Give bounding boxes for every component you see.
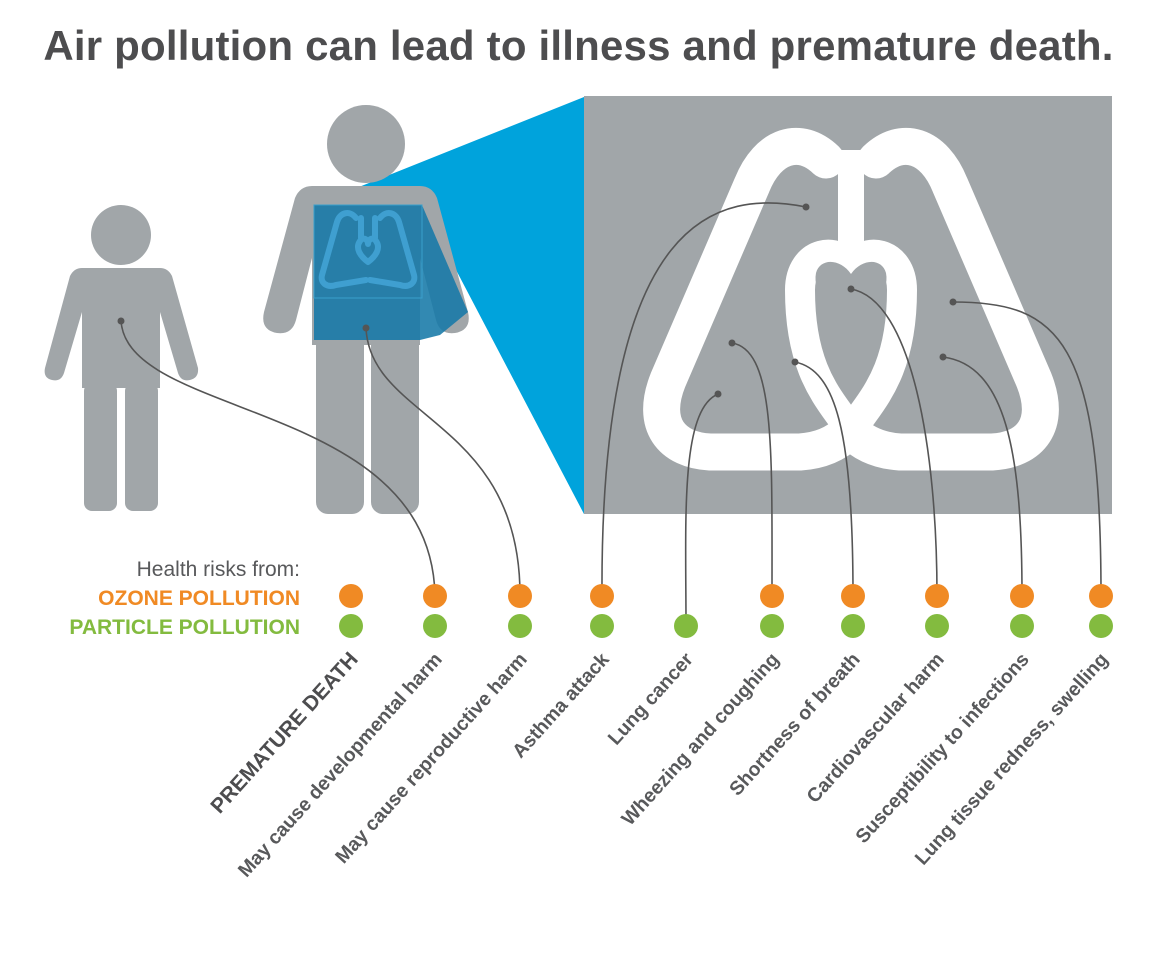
ozone-marker [841,584,865,608]
particle-marker [1010,614,1034,638]
connector-endpoints [117,203,957,398]
ozone-marker [508,584,532,608]
particle-marker [590,614,614,638]
heart-icon [815,261,887,325]
risk-label: May cause reproductive harm [331,649,532,868]
particle-marker [925,614,949,638]
chest-frame [313,204,423,299]
legend-particle-label: PARTICLE POLLUTION [69,616,300,639]
particle-marker [841,614,865,638]
particle-marker [339,614,363,638]
ozone-marker [423,584,447,608]
trachea [838,150,864,250]
chest-highlight [314,205,468,340]
lungs-icon [643,127,1059,471]
particle-marker [423,614,447,638]
ozone-marker [925,584,949,608]
page-title: Air pollution can lead to illness and pr… [43,22,1114,69]
risk-label: Cardiovascular harm [803,649,949,808]
particle-marker [1089,614,1113,638]
legend-ozone-label: OZONE POLLUTION [98,587,300,610]
connector-lines [120,202,1102,627]
ozone-marker [590,584,614,608]
particle-marker [674,614,698,638]
legend-heading: Health risks from: [137,558,300,581]
particle-marker [508,614,532,638]
risk-label: PREMATURE DEATH [206,648,362,818]
child-figure-icon [44,205,199,511]
ozone-marker [1089,584,1113,608]
ozone-marker [760,584,784,608]
ozone-marker [339,584,363,608]
particle-marker [760,614,784,638]
small-lungs-outline [318,210,418,289]
ozone-marker [1010,584,1034,608]
risk-label: Wheezing and coughing [617,649,783,830]
risk-label: Lung cancer [604,648,698,749]
